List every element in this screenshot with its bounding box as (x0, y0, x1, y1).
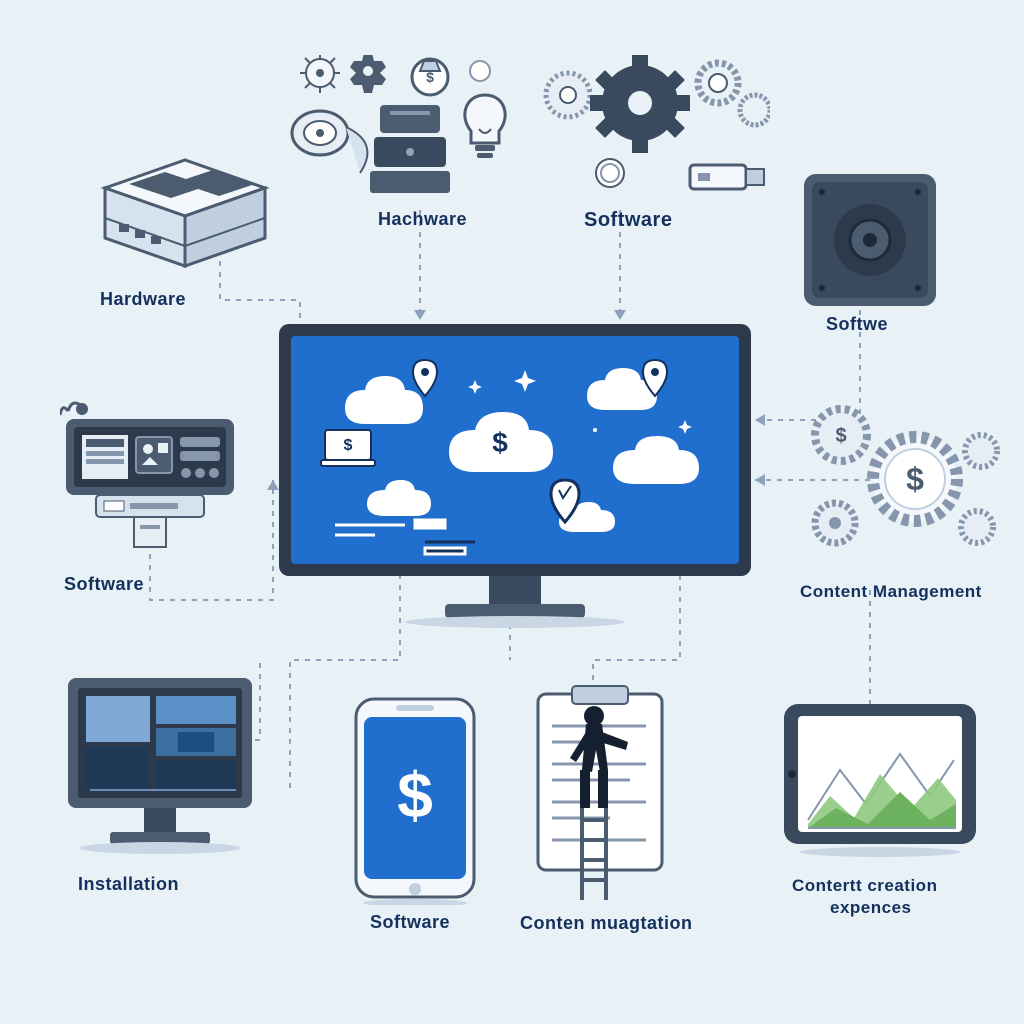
svg-text:$: $ (426, 69, 434, 85)
svg-text:$: $ (344, 437, 353, 454)
software-phone-icon: $ (350, 695, 480, 905)
label-software-phone: Software (370, 912, 450, 933)
svg-text:$: $ (835, 425, 846, 447)
svg-text:$: $ (906, 461, 924, 497)
label-software-top: Software (584, 209, 672, 232)
installation-desktop-icon (60, 670, 260, 860)
label-installation: Installation (78, 874, 179, 895)
infographic-canvas: $ (0, 0, 1024, 1024)
top-cluster-hardware-icons: $ (290, 55, 520, 205)
top-cluster-software-icons (540, 55, 770, 205)
label-hardware-top: Hachware (378, 209, 467, 230)
label-content-cre-1: Contertt creation (792, 876, 937, 896)
content-migration-icon (520, 680, 680, 905)
hardware-server-icon (95, 150, 285, 280)
svg-text:$: $ (492, 427, 508, 458)
kiosk-device-icon (60, 395, 240, 555)
label-content-cre-2: expences (830, 898, 912, 918)
label-content-mgmt: Content Management (800, 582, 982, 602)
content-creation-tablet-icon (780, 700, 980, 860)
content-management-gears-icon: $ $ (795, 395, 1000, 565)
speaker-device-icon (800, 170, 940, 310)
label-hardware-left: Hardware (100, 289, 186, 310)
label-content-mig: Conten muagtation (520, 913, 693, 934)
label-software-right: Softwe (826, 314, 888, 335)
central-monitor-icon: $ $ (275, 320, 755, 630)
label-software-left: Software (64, 574, 144, 595)
svg-text:$: $ (397, 759, 433, 831)
